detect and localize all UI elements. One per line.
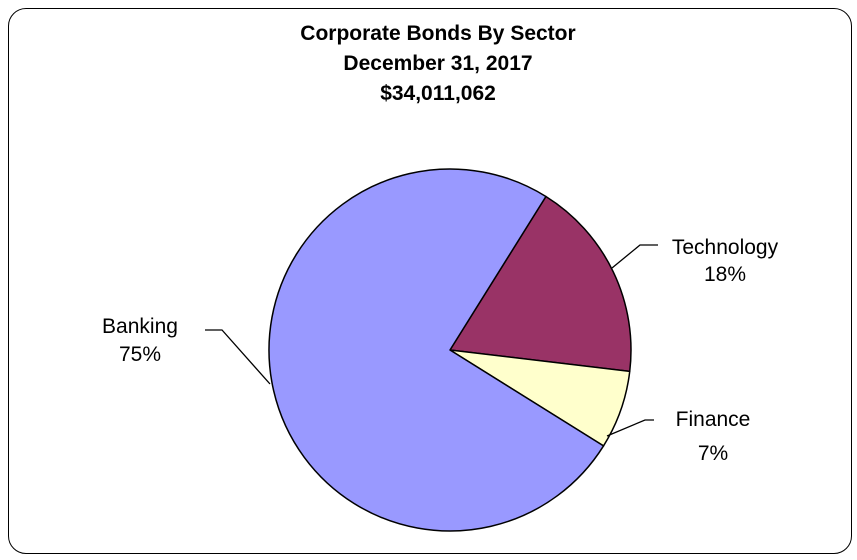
chart-subtitle: December 31, 2017 — [343, 52, 532, 75]
chart-title: Corporate Bonds By Sector — [300, 22, 575, 45]
slice-percent-banking: 75% — [119, 343, 161, 366]
pie-slice-technology — [449, 195, 632, 373]
slice-percent-finance: 7% — [698, 442, 728, 465]
slice-name-banking: Banking — [102, 315, 178, 338]
chart-total: $34,011,062 — [380, 82, 496, 105]
slice-percent-technology: 18% — [704, 263, 746, 286]
slice-name-finance: Finance — [676, 408, 751, 431]
leader-lines — [205, 244, 658, 437]
leader-line-finance — [606, 419, 654, 437]
leader-line-banking — [205, 329, 271, 385]
slice-name-technology: Technology — [672, 236, 779, 259]
slice-labels: Technology 18% Finance 7% Banking 75% — [102, 236, 779, 465]
leader-line-technology — [611, 244, 658, 269]
pie-slice-banking — [268, 168, 605, 532]
pie-slices — [268, 168, 632, 532]
